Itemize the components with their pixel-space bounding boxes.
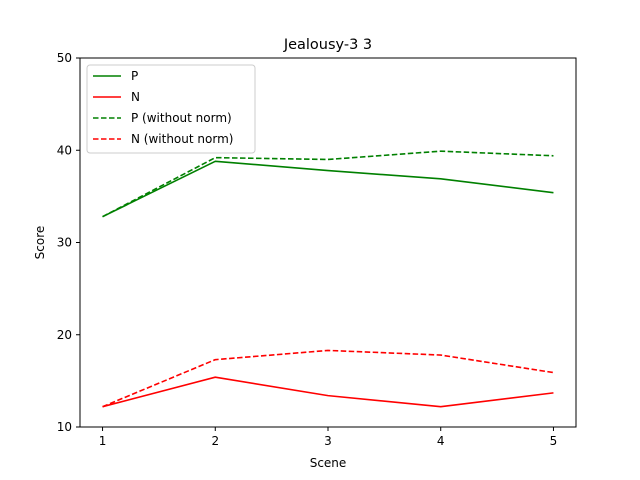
- plot-frame: [79, 57, 577, 428]
- x-axis-label: Scene: [310, 456, 347, 470]
- y-tick-label: 10: [57, 420, 72, 434]
- x-tick-label: 5: [550, 434, 558, 448]
- y-tick-label: 20: [57, 328, 72, 342]
- x-tick-label: 3: [324, 434, 332, 448]
- series-line-2: [102, 150, 554, 218]
- legend-label: N: [131, 90, 140, 104]
- x-tick-label: 1: [99, 434, 107, 448]
- y-tick-label: 30: [57, 236, 72, 250]
- series-line-1: [102, 376, 554, 408]
- legend: PN P (without norm) N (without norm): [86, 64, 256, 154]
- y-tick-label: 40: [57, 143, 72, 157]
- legend-label: P: [131, 69, 138, 83]
- legend-box: [86, 64, 256, 154]
- y-tick-label: 50: [57, 51, 72, 65]
- x-tick-label: 4: [437, 434, 445, 448]
- axis-ticks: 1 2 3 4 5 10 20 30 40 50: [57, 51, 558, 448]
- legend-label: N (without norm): [131, 132, 233, 146]
- series-lines: [102, 150, 554, 408]
- series-line-3: [102, 349, 554, 408]
- series-line-0: [102, 160, 554, 218]
- legend-label: P (without norm): [131, 111, 232, 125]
- chart-title: Jealousy-3 3: [283, 37, 372, 53]
- x-tick-label: 2: [211, 434, 219, 448]
- y-axis-label: Score: [33, 226, 47, 260]
